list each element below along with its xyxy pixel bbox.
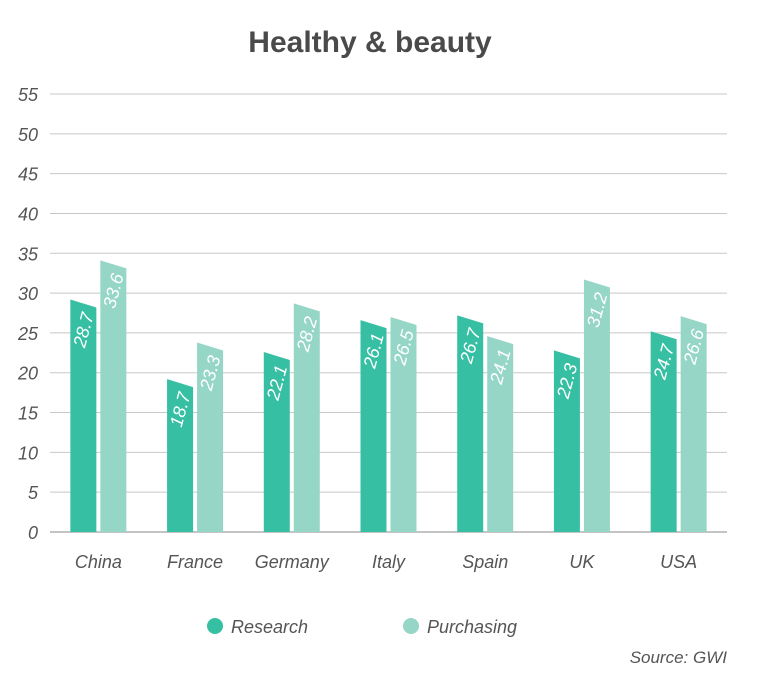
y-tick-label: 55 — [18, 85, 39, 105]
y-tick-label: 20 — [17, 364, 38, 384]
bar-research-china — [70, 299, 97, 532]
bar-purchasing-france — [197, 342, 224, 532]
x-tick-label: USA — [660, 552, 697, 572]
y-tick-label: 30 — [18, 284, 38, 304]
x-tick-label: Germany — [255, 552, 330, 572]
y-axis: 0 5 10 15 20 25 30 35 40 45 50 55 — [17, 85, 39, 543]
legend-swatch-purchasing — [403, 618, 419, 634]
y-tick-label: 10 — [18, 443, 38, 463]
y-tick-label: 35 — [18, 244, 39, 264]
x-axis: China France Germany Italy Spain UK USA — [75, 552, 697, 572]
legend-label-research: Research — [231, 617, 308, 637]
bar-research-spain — [457, 315, 484, 532]
y-tick-label: 40 — [18, 204, 38, 224]
bar-purchasing-germany — [293, 303, 320, 532]
bar-research-italy — [360, 320, 387, 532]
x-tick-label: Spain — [462, 552, 508, 572]
bars: 28.733.618.723.3 22.128.2 26.1 26.5 26.724.1… — [69, 260, 708, 532]
bar-purchasing-china — [100, 260, 127, 532]
bar-research-usa — [650, 331, 677, 532]
bar-purchasing-usa — [680, 316, 707, 532]
bar-purchasing-spain — [487, 336, 514, 532]
y-tick-label: 15 — [18, 404, 39, 424]
bar-purchasing-italy — [390, 316, 417, 532]
y-tick-label: 25 — [17, 324, 39, 344]
x-tick-label: UK — [569, 552, 595, 572]
y-tick-label: 45 — [18, 165, 39, 185]
legend: Research Purchasing — [207, 617, 517, 637]
legend-label-purchasing: Purchasing — [427, 617, 517, 637]
x-tick-label: France — [167, 552, 223, 572]
x-tick-label: Italy — [372, 552, 406, 572]
y-tick-label: 50 — [18, 125, 38, 145]
source-note: Source: GWI — [629, 648, 727, 667]
bar-research-germany — [263, 352, 290, 532]
chart-title: Healthy & beauty — [248, 26, 492, 59]
y-tick-label: 5 — [28, 483, 39, 503]
x-tick-label: China — [75, 552, 122, 572]
bar-research-france — [167, 379, 194, 532]
bar-purchasing-uk — [583, 279, 610, 532]
y-tick-label: 0 — [28, 523, 38, 543]
legend-swatch-research — [207, 618, 223, 634]
grid-lines — [50, 93, 727, 533]
bar-research-uk — [553, 350, 580, 532]
